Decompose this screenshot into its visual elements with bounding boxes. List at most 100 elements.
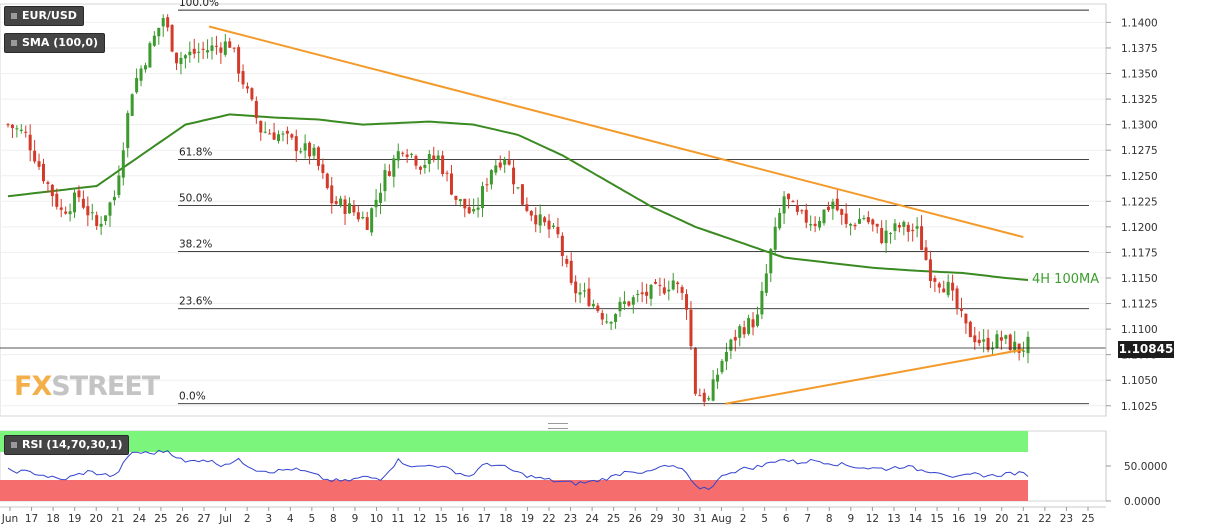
candle-body — [631, 297, 635, 305]
symbol-label[interactable]: EUR/USD — [4, 6, 84, 26]
ma-annotation: 4H 100MA — [1032, 272, 1100, 287]
fibonacci-levels: 100.0% 61.8% 50.0% 38.2% 23.6% 0.0% — [178, 0, 1089, 405]
candle-body — [640, 292, 644, 295]
candle-body — [68, 211, 72, 215]
candle-body — [436, 155, 440, 160]
price-tick-label: 1.1325 — [1121, 94, 1158, 106]
candle-body — [871, 219, 875, 225]
candle-body — [214, 45, 218, 47]
candle-body — [392, 158, 396, 177]
candle-body — [166, 17, 170, 28]
candle-body — [312, 147, 316, 156]
candle-body — [19, 129, 23, 131]
candle-body — [534, 215, 538, 225]
price-tick-label: 1.1050 — [1121, 375, 1158, 387]
candle-body — [143, 65, 147, 70]
candle-body — [272, 132, 276, 140]
price-tick-label: 1.1200 — [1121, 222, 1158, 234]
candle-body — [671, 280, 675, 290]
date-tick-label: 9 — [847, 513, 854, 525]
date-tick-label: 29 — [650, 513, 663, 525]
date-tick-label: 5 — [761, 513, 768, 525]
candle-body — [702, 392, 706, 402]
date-tick-label: 24 — [133, 513, 147, 525]
candle-body — [10, 124, 14, 129]
pane-resize-handle[interactable] — [548, 423, 568, 429]
candle-body — [800, 210, 804, 212]
sma-layer — [7, 113, 1029, 281]
candle-body — [467, 207, 471, 214]
date-tick-label: 15 — [435, 513, 448, 525]
candle-body — [578, 292, 582, 295]
price-tick-label: 1.1250 — [1121, 171, 1158, 183]
candle-body — [241, 71, 245, 85]
candle-body — [676, 282, 680, 285]
date-tick-label: 8 — [826, 513, 833, 525]
date-tick-label: 17 — [25, 513, 38, 525]
candle-body — [875, 223, 879, 227]
date-axis: Jun 17 18 19 20 21 24 25 26 27 Jul 2 3 4 5 8 9 10 11 12 15 16… — [0, 506, 1106, 525]
date-tick-label: 22 — [542, 513, 555, 525]
candle-body — [1013, 341, 1017, 352]
price-tick-label: 1.1175 — [1121, 247, 1158, 259]
candle-body — [964, 313, 968, 324]
candle-body — [81, 198, 85, 208]
candle-layer — [6, 14, 1030, 407]
candle-body — [999, 337, 1003, 341]
candle-body — [352, 205, 356, 213]
rsi-indicator-label[interactable]: RSI (14,70,30,1) — [4, 435, 130, 455]
candle-body — [933, 278, 937, 282]
candle-body — [818, 220, 822, 228]
candle-body — [658, 285, 662, 287]
candle-body — [170, 25, 174, 52]
candle-body — [277, 134, 281, 142]
candle-body — [795, 204, 799, 212]
candle-body — [73, 192, 77, 213]
candle-body — [485, 184, 489, 186]
candle-body — [396, 151, 400, 161]
candle-body — [339, 198, 343, 205]
candle-body — [653, 282, 657, 284]
candle-body — [334, 201, 338, 204]
price-tick-label: 1.1225 — [1121, 196, 1158, 208]
candle-body — [911, 229, 915, 232]
candle-body — [347, 203, 351, 214]
candle-body — [596, 305, 600, 311]
candle-body — [791, 201, 795, 203]
rsi-line — [7, 449, 1029, 490]
candle-body — [410, 153, 414, 155]
candle-body — [897, 224, 901, 228]
candle-body — [494, 165, 498, 173]
candle-body — [41, 163, 45, 182]
candle-body — [405, 154, 409, 157]
candle-body — [844, 213, 848, 224]
candle-body — [308, 142, 312, 157]
candle-body — [520, 184, 524, 205]
date-tick-label: 23 — [564, 513, 577, 525]
candle-body — [853, 224, 857, 227]
sma-indicator-label[interactable]: SMA (100,0) — [4, 33, 106, 53]
candle-body — [583, 290, 587, 292]
date-tick-label: 6 — [783, 513, 790, 525]
date-tick-label: 12 — [866, 513, 879, 525]
date-tick-label: 2 — [740, 513, 747, 525]
candle-body — [299, 151, 303, 153]
date-tick-label: 20 — [995, 513, 1008, 525]
candle-body — [782, 196, 786, 214]
date-tick-label: 7 — [804, 513, 811, 525]
candle-body — [15, 128, 19, 130]
candle-body — [924, 247, 928, 260]
fib-level-label: 38.2% — [179, 238, 212, 250]
fib-level-label: 50.0% — [179, 192, 212, 204]
candle-body — [889, 233, 893, 235]
rsi-axis: 50.0000 0.0000 — [1105, 431, 1167, 508]
candle-body — [316, 147, 320, 166]
date-tick-label: 27 — [197, 513, 210, 525]
candle-body — [28, 134, 32, 151]
candle-body — [942, 288, 946, 293]
candle-body — [188, 51, 192, 56]
candle-body — [130, 94, 134, 116]
candle-body — [587, 288, 591, 306]
candle-body — [387, 171, 391, 176]
